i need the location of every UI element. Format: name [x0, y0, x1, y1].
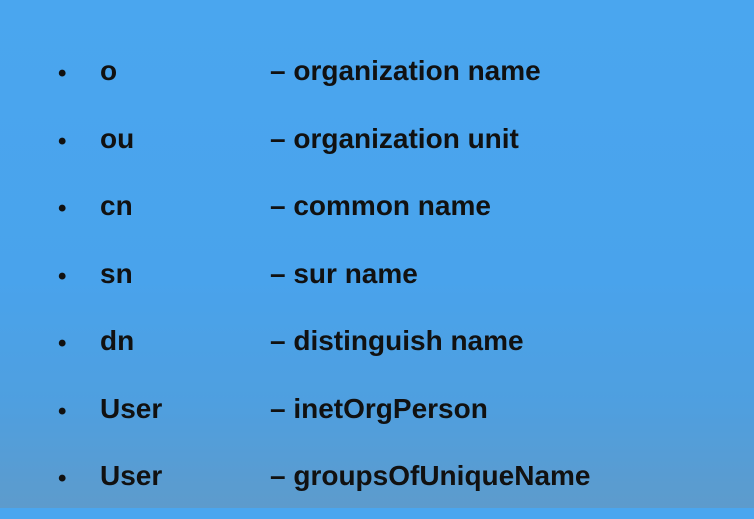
- bullet-icon: •: [58, 397, 67, 425]
- attribute-description: – groupsOfUniqueName: [270, 460, 591, 491]
- list-item: • User – groupsOfUniqueName: [58, 451, 698, 519]
- attribute-term: ou: [100, 122, 135, 154]
- bullet-icon: •: [58, 127, 67, 155]
- attribute-list: • o – organization name • ou – organizat…: [58, 46, 698, 519]
- list-item: • dn – distinguish name: [58, 316, 698, 384]
- bullet-icon: •: [58, 195, 67, 222]
- bullet-icon: •: [58, 262, 67, 290]
- slide: • o – organization name • ou – organizat…: [58, 55, 590, 492]
- attribute-term: User: [100, 460, 163, 491]
- attribute-term: User: [100, 392, 163, 424]
- attribute-term: cn: [100, 190, 133, 221]
- attribute-term: dn: [100, 325, 135, 356]
- list-item: • User – inetOrgPerson: [58, 384, 698, 452]
- attribute-description: – sur name: [270, 257, 418, 289]
- list-item: • sn – sur name: [58, 249, 698, 317]
- attribute-description: – organization unit: [270, 122, 519, 154]
- attribute-term: sn: [100, 257, 133, 289]
- attribute-description: – common name: [270, 190, 491, 221]
- attribute-description: – inetOrgPerson: [270, 392, 488, 424]
- bullet-icon: •: [58, 60, 67, 87]
- list-item: • ou – organization unit: [58, 114, 698, 182]
- bullet-icon: •: [58, 465, 67, 492]
- attribute-description: – distinguish name: [270, 325, 524, 356]
- list-item: • o – organization name: [58, 46, 698, 114]
- attribute-term: o: [100, 55, 118, 86]
- attribute-description: – organization name: [270, 55, 541, 86]
- list-item: • cn – common name: [58, 181, 698, 249]
- bullet-icon: •: [58, 330, 67, 357]
